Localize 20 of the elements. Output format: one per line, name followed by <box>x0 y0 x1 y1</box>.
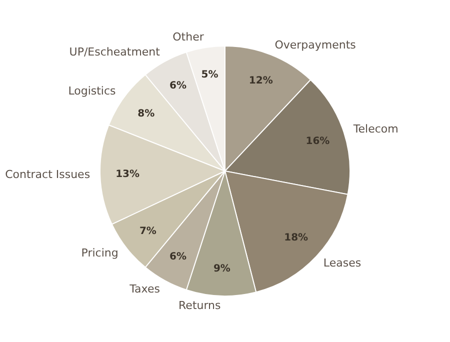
slice-label: Pricing <box>81 246 118 260</box>
slice-label: Contract Issues <box>5 168 90 182</box>
data-label: 13% <box>116 169 140 180</box>
slice-label: Taxes <box>128 282 160 296</box>
slice-label: Logistics <box>68 84 116 98</box>
data-label: 9% <box>213 263 230 274</box>
data-label: 8% <box>138 108 155 120</box>
data-label: 12% <box>248 75 273 86</box>
slice-label: UP/Escheatment <box>69 46 161 59</box>
data-label: 18% <box>284 232 308 244</box>
slice-label: Other <box>172 30 204 44</box>
data-label: 6% <box>170 251 187 262</box>
slice-label: Telecom <box>352 122 398 136</box>
slice-label: Overpayments <box>274 38 356 52</box>
data-label: 5% <box>201 70 218 81</box>
slice-label: Leases <box>323 256 362 270</box>
data-label: 16% <box>306 136 330 147</box>
data-label: 7% <box>139 226 156 237</box>
slice-label: Returns <box>178 298 222 312</box>
data-label: 6% <box>170 80 187 92</box>
